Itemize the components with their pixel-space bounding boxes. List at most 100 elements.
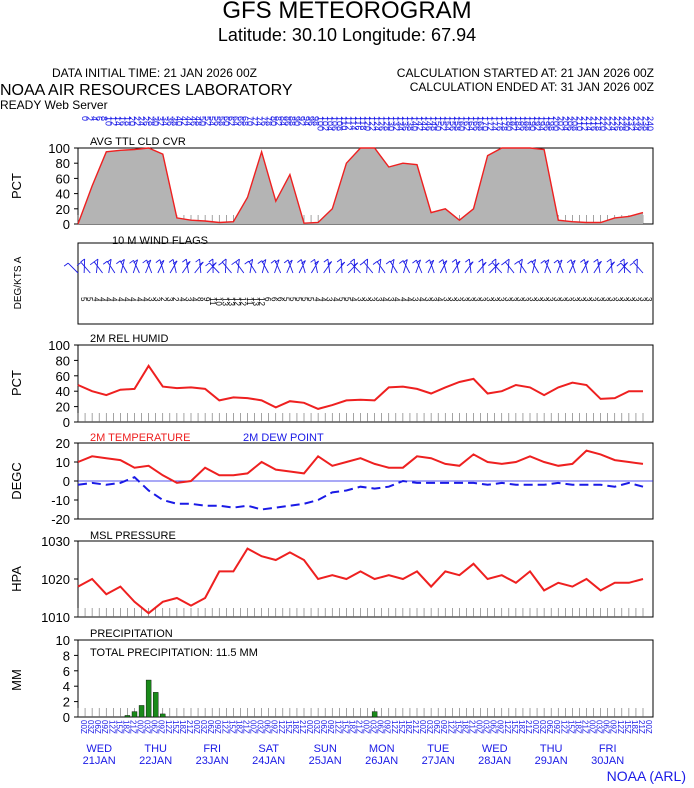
hour-label: 06Z (319, 720, 328, 734)
wind-speed-label: 3 (533, 297, 542, 302)
forecast-hour-label: 38 (169, 116, 179, 126)
wind-barb (119, 260, 128, 274)
day-of-week-label: WED (86, 743, 112, 755)
wind-barb-flag (438, 259, 444, 263)
hour-label: 09Z (326, 720, 335, 734)
forecast-hour-label: 162 (461, 116, 471, 131)
wind-barb-flag (195, 258, 200, 263)
wind-speed-label: 5 (337, 297, 346, 302)
hour-label: 00Z (531, 720, 540, 734)
hour-label: 21Z (580, 720, 589, 734)
hour-label: 21Z (354, 720, 363, 734)
wind-barb (182, 261, 191, 274)
forecast-hour-label: 206 (565, 116, 575, 131)
wind-barb-flag (425, 259, 430, 264)
forecast-hour-label: 158 (452, 116, 462, 131)
wind-barb (464, 261, 474, 274)
wind-barb-flag (89, 261, 95, 266)
temperature-panel-ytick-label: -20 (51, 512, 70, 527)
wind-barb (172, 259, 177, 274)
humidity-panel-ylabel: PCT (9, 370, 24, 396)
wind-speed-label: 4 (134, 297, 143, 302)
wind-barb-flag (102, 260, 108, 265)
forecast-hour-label: 228 (617, 116, 627, 131)
forecast-hour-label: 146 (424, 116, 434, 131)
hour-label: 06Z (93, 720, 102, 734)
wind-barb-flag (168, 258, 174, 263)
wind-barb (298, 260, 306, 274)
hour-label: 15Z (284, 720, 293, 734)
wind-barb (531, 260, 539, 274)
forecast-hour-label: 134 (395, 116, 405, 131)
wind-barb-flag (359, 261, 365, 266)
day-of-week-label: SUN (314, 743, 337, 755)
hour-label: 03Z (369, 720, 378, 734)
wind-speed-label: 3 (325, 297, 334, 302)
wind-speed-label: 4 (104, 297, 113, 302)
hour-label: 15Z (453, 720, 462, 734)
cloud-panel-ylabel: PCT (9, 173, 24, 199)
wind-speed-label: 6 (263, 297, 272, 302)
wind-barb-flag (451, 258, 457, 263)
hour-label: 15Z (566, 720, 575, 734)
wind-barb (427, 260, 435, 274)
forecast-hour-label: 160 (457, 116, 467, 131)
hour-label: 21Z (298, 720, 307, 734)
wind-barb (199, 259, 202, 274)
hour-label: 18Z (347, 720, 356, 734)
date-label: 21JAN (83, 755, 116, 767)
day-of-week-label: SAT (258, 743, 279, 755)
wind-speed-label: 3 (497, 297, 506, 302)
hour-label: 00Z (588, 720, 597, 734)
wind-speed-label: 4 (177, 297, 186, 302)
wind-barb (403, 259, 408, 274)
wind-barb (67, 262, 79, 274)
humidity-panel-ytick-label: 80 (56, 353, 70, 368)
forecast-hour-label: 200 (551, 116, 561, 131)
wind-barb (310, 260, 319, 274)
data-initial-time: DATA INITIAL TIME: 21 JAN 2026 00Z (52, 66, 257, 80)
wind-barb (557, 259, 564, 274)
hour-label: 03Z (595, 720, 604, 734)
forecast-hour-label: 102 (320, 116, 330, 131)
hour-label: 09Z (270, 720, 279, 734)
wind-barb (120, 259, 125, 274)
day-of-week-label: THU (540, 743, 563, 755)
forecast-hour-label: 170 (480, 116, 490, 131)
forecast-hour-label: 32 (155, 116, 165, 126)
wind-barb-flag (244, 260, 249, 265)
forecast-hour-label: 106 (330, 116, 340, 131)
day-of-week-label: FRI (599, 743, 617, 755)
forecast-hour-label: 130 (386, 116, 396, 131)
forecast-hour-label: 152 (438, 116, 448, 131)
temperature-series-label: 2M TEMPERATURE (90, 432, 190, 444)
forecast-hour-label: 154 (443, 116, 453, 131)
wind-barb (235, 261, 245, 274)
wind-barb (350, 262, 361, 274)
wind-speed-label: 3 (613, 297, 622, 302)
day-of-week-label: TUE (427, 743, 449, 755)
wind-speed-label: 3 (484, 297, 493, 302)
wind-speed-label: 4 (435, 297, 444, 302)
wind-barb-flag (205, 262, 210, 267)
wind-barb (133, 260, 140, 274)
wind-speed-label: 3 (183, 297, 192, 302)
wind-barb-flag (553, 259, 559, 264)
wind-speed-label: 4 (404, 297, 413, 302)
wind-barb (157, 260, 165, 274)
wind-barb-flag (336, 258, 342, 263)
wind-speed-label: 4 (349, 297, 358, 302)
cloud-panel-ytick-label: 40 (56, 187, 70, 202)
wind-barb-flag (372, 261, 378, 265)
hour-label: 21Z (128, 720, 137, 734)
wind-barb (605, 261, 615, 274)
wind-barb (597, 259, 601, 274)
hour-label: 09Z (609, 720, 618, 734)
forecast-hour-label: 64 (231, 116, 241, 126)
forecast-hour-label: 208 (570, 116, 580, 131)
hour-label: 09Z (439, 720, 448, 734)
wind-speed-label: 5 (294, 297, 303, 302)
wind-barb (468, 259, 472, 274)
wind-speed-label: 5 (300, 297, 309, 302)
forecast-hour-label: 168 (476, 116, 486, 131)
